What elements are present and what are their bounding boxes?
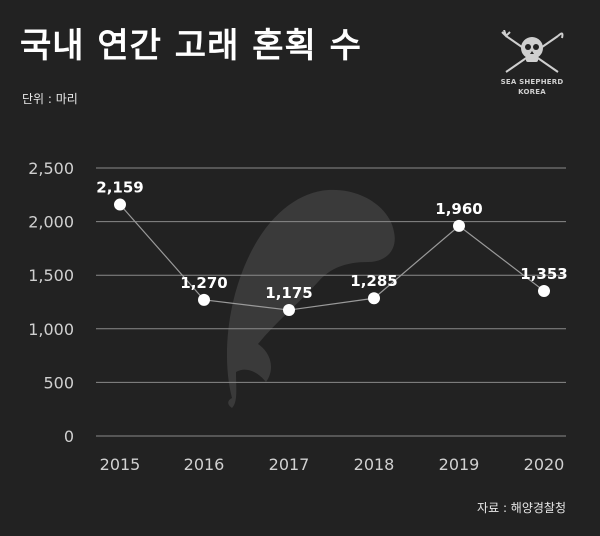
x-tick-label: 2019	[439, 455, 480, 474]
y-tick-label: 2,500	[28, 159, 74, 178]
x-tick-label: 2017	[269, 455, 310, 474]
y-tick-label: 1,500	[28, 266, 74, 285]
data-point	[453, 219, 465, 232]
x-tick-label: 2015	[100, 455, 141, 474]
logo-line2: KOREA	[518, 88, 546, 96]
y-tick-label: 0	[64, 427, 74, 446]
jolly-roger-skull-icon	[501, 29, 564, 73]
data-point	[538, 284, 550, 297]
y-tick-label: 2,000	[28, 213, 74, 232]
source-label: 자료 : 해양경찰청	[477, 501, 566, 515]
data-label: 2,159	[96, 179, 143, 197]
data-label: 1,960	[435, 200, 482, 218]
sea-shepherd-logo: SEA SHEPHERD KOREA	[492, 29, 572, 100]
unit-label: 단위 : 마리	[22, 92, 78, 106]
series-line	[119, 204, 545, 311]
y-tick-label: 1,000	[28, 320, 74, 339]
data-point	[114, 198, 126, 211]
data-point	[368, 292, 380, 305]
chart-title: 국내 연간 고래 혼획 수	[20, 26, 362, 66]
data-point	[198, 293, 210, 306]
data-label: 1,285	[350, 272, 397, 290]
x-tick-label: 2016	[184, 455, 225, 474]
data-label: 1,270	[180, 274, 227, 292]
whale-silhouette-icon	[226, 189, 395, 408]
data-label: 1,353	[520, 265, 567, 283]
logo-line1: SEA SHEPHERD	[500, 78, 564, 86]
data-label: 1,175	[265, 284, 312, 302]
x-tick-label: 2018	[354, 455, 395, 474]
x-tick-label: 2020	[524, 455, 565, 474]
y-tick-label: 500	[43, 373, 74, 392]
data-point	[283, 304, 295, 317]
